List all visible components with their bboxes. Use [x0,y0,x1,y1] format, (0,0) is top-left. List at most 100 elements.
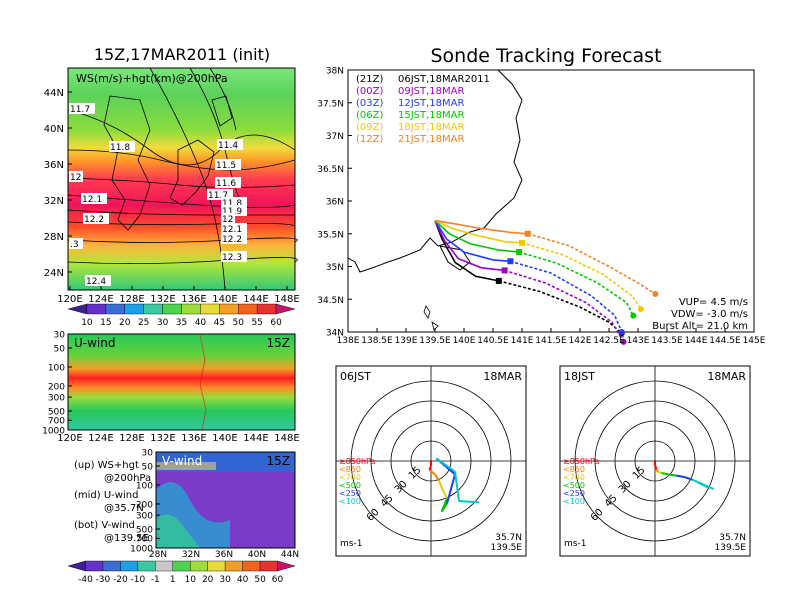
v-x-tick-label: 40N [248,550,266,560]
ascent-line [434,220,520,253]
track-x-tick-label: 141E [511,336,534,346]
colorbar-cell [219,303,239,315]
colorbar-tick-label: -40 [78,575,93,585]
colorbar-cell [190,560,208,572]
hodograph-segment [697,481,715,490]
contour-label: 12.3 [222,253,242,263]
burst-alt-text: Burst Alt= 21.0 km [652,321,748,332]
legend-jst: 15JST,18MAR [398,110,465,121]
colorbar-cell [207,560,226,572]
track-x-tick-label: 143E [627,336,650,346]
map-x-tick-label: 140E [212,294,237,305]
colorbar-tick-label: 45 [214,318,225,328]
colorbar-cell [275,303,296,315]
track-y-tick-label: 37N [326,132,344,142]
pressure-tick-label: 500 [48,408,65,418]
hodograph-legend: <500 [339,481,361,490]
hodograph-segment [458,500,480,504]
contour-label: .3 [70,240,79,250]
contour-label: 12.1 [82,195,102,205]
contour-label: 12 [70,173,81,183]
hgt-contour [67,109,296,166]
colorbar-cell [242,560,261,572]
colorbar-cell [256,303,277,315]
coastline-sakhalin [211,95,233,127]
colorbar-cell [277,560,296,572]
track-x-tick-label: 141.5E [535,336,567,346]
track-x-tick-label: 138.5E [361,336,393,346]
pressure-tick-label: 50 [142,462,154,472]
track-x-tick-label: 140E [453,336,476,346]
landing-marker [652,291,659,298]
track-x-tick-label: 144E [685,336,708,346]
panel-notes: (up) WS+hgt @200hPa (mid) U-wind @35.7N (bot… [74,460,151,544]
track-y-tick-label: 38N [326,67,344,77]
colorbar-tick-label: 10 [185,575,197,585]
legend-jst: 12JST,18MAR [398,98,465,109]
hodograph-segment [655,468,659,473]
u-wind-label: U-wind [74,336,115,350]
track-x-tick-label: 142E [569,336,592,346]
note-line2: @200hPa [104,473,151,484]
map-x-tick-label: 144E [243,294,268,305]
contour-label: 12.4 [86,277,106,287]
colorbar-cell [137,560,156,572]
track-x-tick-label: 144.5E [709,336,741,346]
hgt-contour [67,177,296,188]
legend-jst: 06JST,18MAR2011 [398,74,490,85]
note-line2: @35.7N [104,503,144,514]
colorbar-tick-label: 15 [100,318,111,328]
colorbar-tick-label: 20 [119,318,131,328]
hodograph-legend: <700 [339,473,361,482]
hodograph-legend: <100 [339,497,361,506]
contour-label: 11.5 [216,161,236,171]
hodograph-legend: <850 [563,465,585,474]
track-x-tick-label: 143.5E [651,336,683,346]
contour-label: 12.1 [222,225,242,235]
hgt-contour [149,67,226,291]
contour-label: 11.4 [218,141,238,151]
track-y-tick-label: 37.5N [317,99,344,109]
track-y-tick-label: 34.5N [317,296,344,306]
track-y-tick-label: 36.5N [317,165,344,175]
u-wind-time: 15Z [267,336,291,350]
landing-marker [620,338,627,345]
pressure-tick-label: 300 [48,394,65,404]
colorbar-tick-label: 60 [270,318,282,328]
v-wind-label: V-wind [162,454,202,468]
hgt-contour [209,67,237,131]
landing-marker [630,312,637,319]
vdw-text: VDW= -3.0 m/s [671,309,748,320]
hodograph-lat: 35.7N [495,533,522,543]
u-x-tick-label: 124E [88,433,113,444]
colorbar-tick-label: -30 [96,575,111,585]
descent-line [498,280,623,334]
ws-map-panel: 11.711.8 11.411.511.611.711.811.9121212.1… [44,67,300,305]
hodograph-unit: ms-1 [564,539,586,549]
contour-label: 11.8 [222,199,242,209]
u-x-tick-label: 132E [150,433,175,444]
colorbar-tick-label: 35 [176,318,187,328]
track-y-tick-label: 36N [326,198,344,208]
legend-jst: 21JST,18MAR [398,134,465,145]
honshu-coastline [347,69,523,273]
legend-jst: 09JST,18MAR [398,86,465,97]
u-wind-ridge [199,333,207,431]
colorbar-tick-label: 10 [81,318,93,328]
burst-marker [516,249,523,256]
track-y-ticks: 34N 34.5N 35N 35.5N 36N 36.5N 37N 37.5N 38N [317,67,352,339]
contour-label: 12 [222,215,233,225]
colorbar-tick-label: 50 [254,575,266,585]
izu-island-2 [431,321,439,331]
hodograph-segment [442,489,448,499]
track-series [434,220,637,319]
note-line1: (up) WS+hgt [74,460,139,471]
track-x-tick-label: 140.5E [477,336,509,346]
ascent-line [434,219,528,235]
hodograph-segment [445,465,456,476]
legend-utc: (06Z) [356,110,383,121]
pressure-tick-label: 500 [136,526,153,536]
